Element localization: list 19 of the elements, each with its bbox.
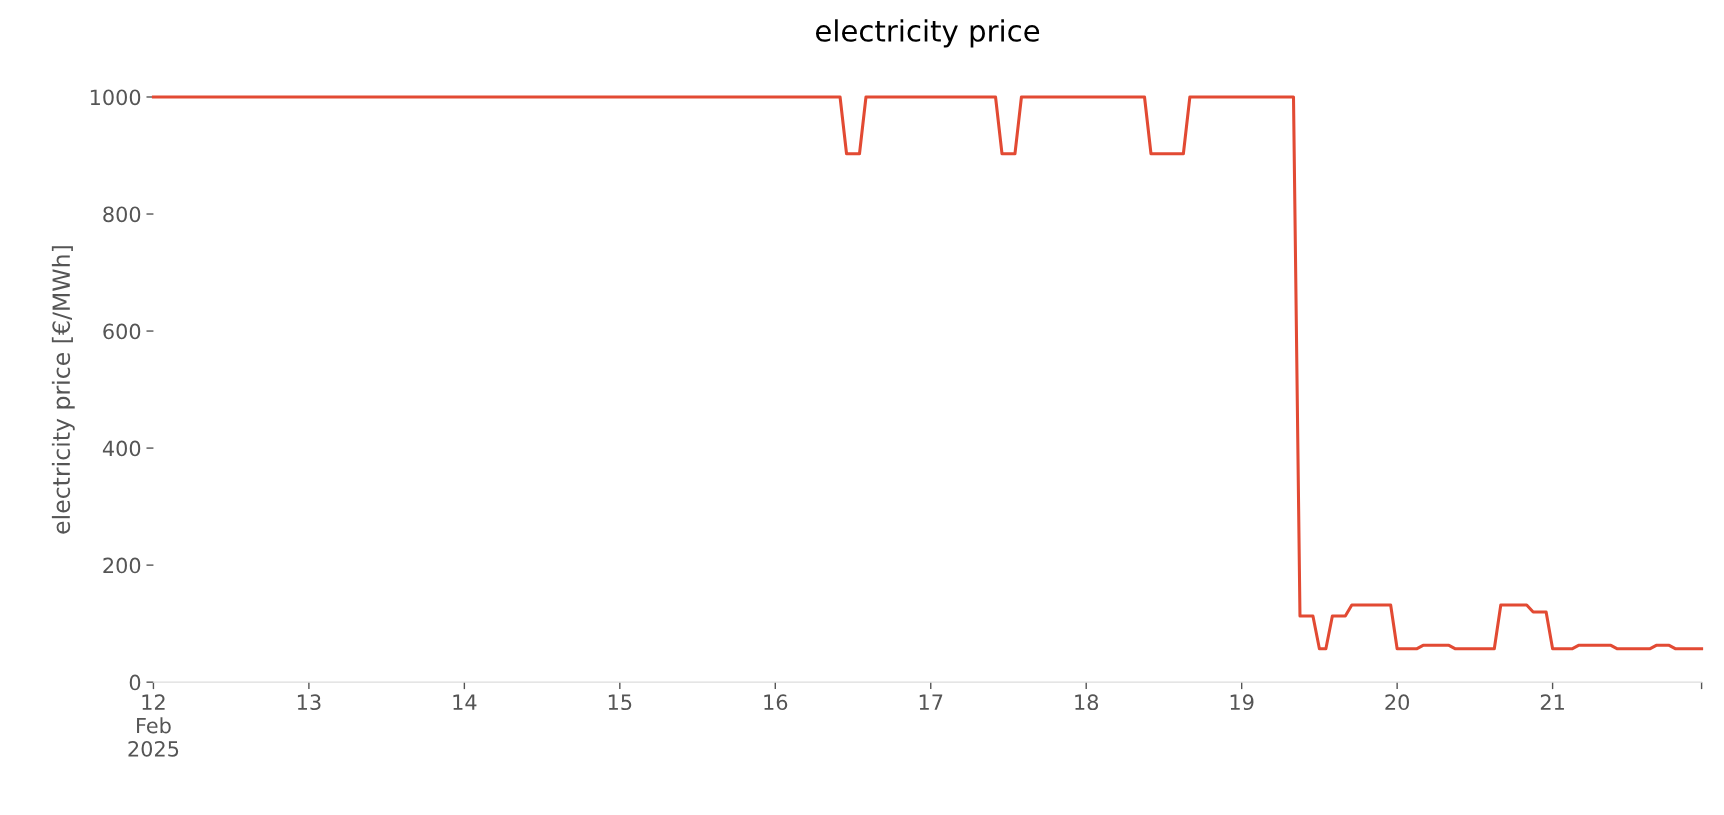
x-tick-label: 16: [764, 694, 788, 711]
x-tick-label: 12 Feb 2025: [128, 694, 179, 757]
chart-title: electricity price: [815, 19, 1040, 48]
y-axis-title: electricity price [€/MWh]: [51, 246, 75, 534]
x-tick-label: 17: [919, 694, 943, 710]
x-tick-label: 18: [1075, 694, 1099, 711]
x-tick-label: 20: [1385, 694, 1410, 711]
line-series: [151, 95, 1704, 651]
y-tick-label: 800: [103, 206, 141, 223]
x-tick-label: 13: [297, 694, 321, 711]
x-tick-label: 14: [453, 694, 477, 710]
y-tick-label: 600: [103, 323, 141, 340]
x-tick-label: 19: [1230, 694, 1254, 711]
x-tick-label: 21: [1540, 694, 1564, 710]
y-tick-label: 0: [129, 674, 141, 691]
y-tick-label: 200: [103, 557, 141, 574]
y-tick-label: 1000: [90, 89, 141, 106]
y-tick-label: 400: [102, 440, 141, 457]
x-tick-label: 15: [608, 694, 632, 711]
